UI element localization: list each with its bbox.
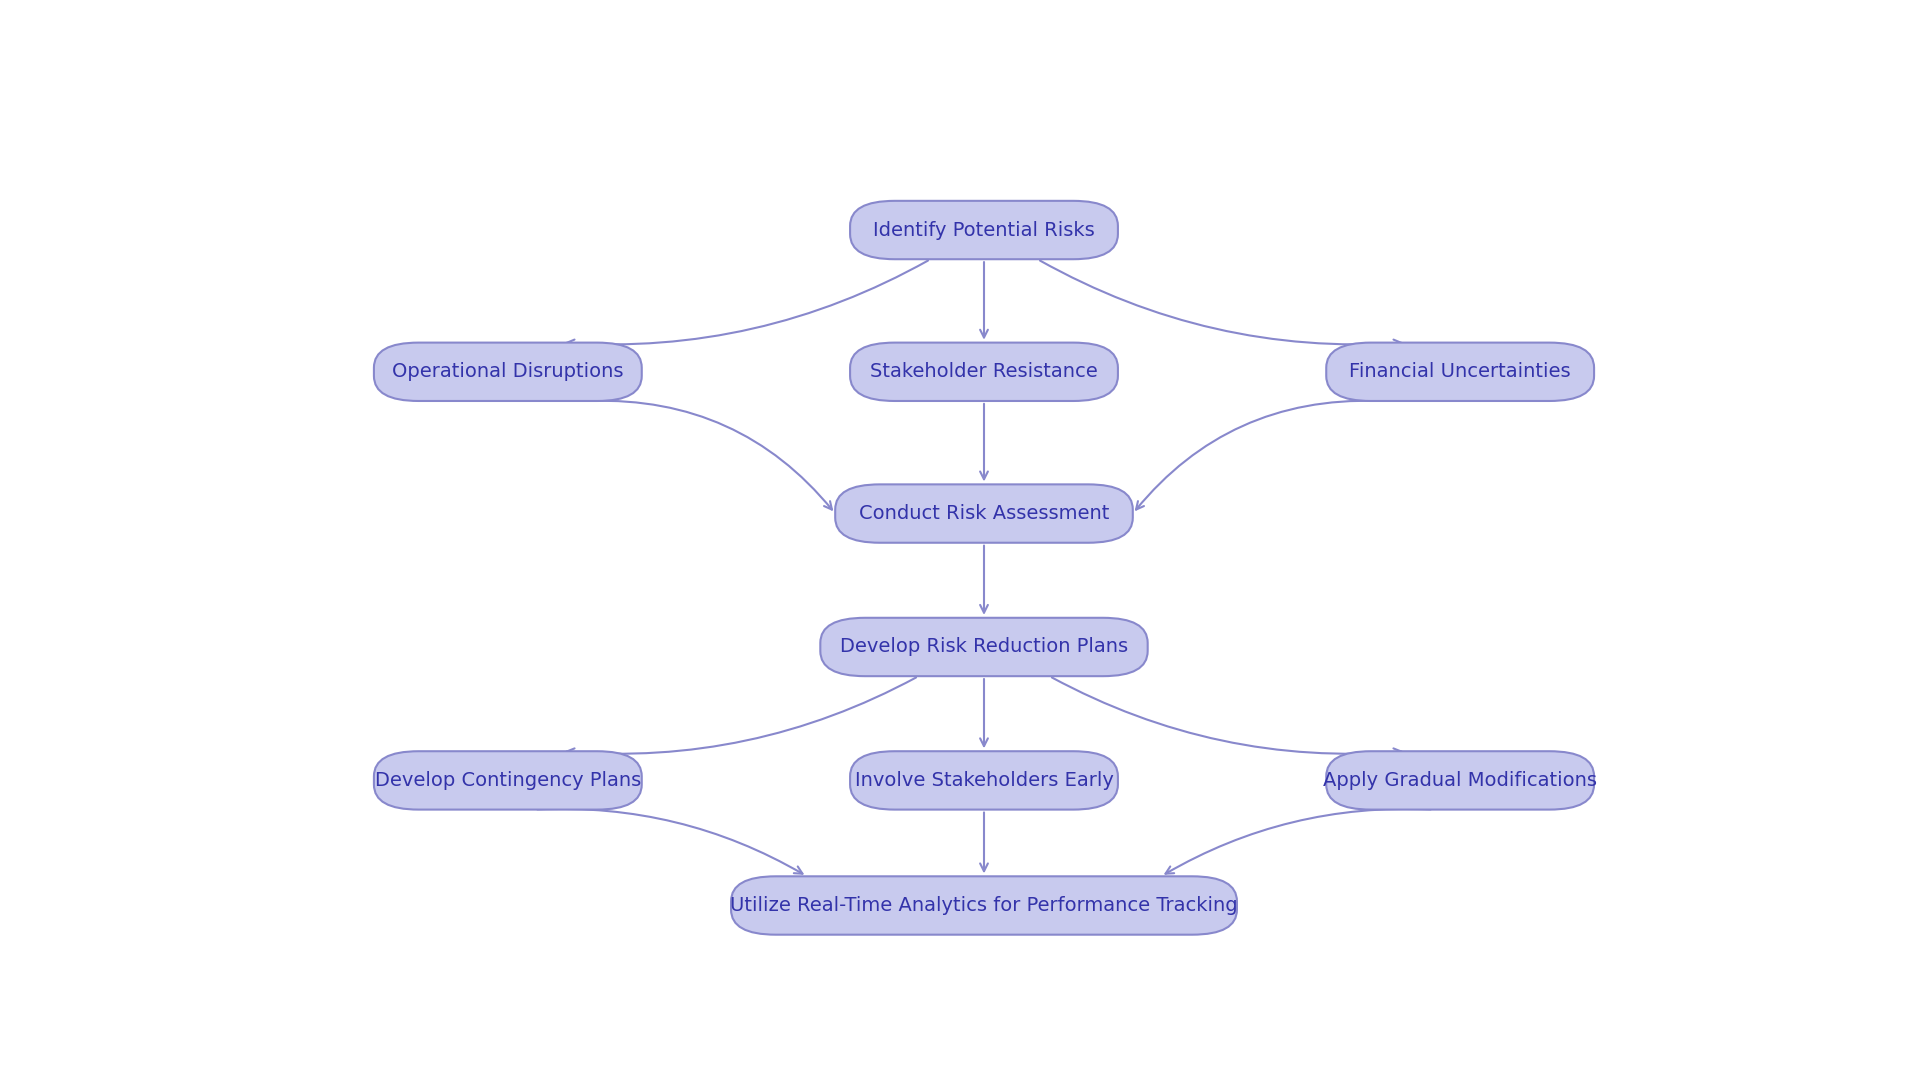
FancyBboxPatch shape: [851, 752, 1117, 810]
FancyBboxPatch shape: [1327, 752, 1594, 810]
FancyBboxPatch shape: [374, 752, 641, 810]
FancyBboxPatch shape: [374, 342, 641, 401]
Text: Develop Risk Reduction Plans: Develop Risk Reduction Plans: [839, 638, 1129, 656]
Text: Identify Potential Risks: Identify Potential Risks: [874, 221, 1094, 239]
Text: Stakeholder Resistance: Stakeholder Resistance: [870, 363, 1098, 381]
FancyBboxPatch shape: [732, 876, 1236, 935]
FancyBboxPatch shape: [851, 200, 1117, 259]
Text: Operational Disruptions: Operational Disruptions: [392, 363, 624, 381]
FancyBboxPatch shape: [1327, 342, 1594, 401]
FancyBboxPatch shape: [835, 484, 1133, 543]
Text: Develop Contingency Plans: Develop Contingency Plans: [374, 771, 641, 790]
Text: Utilize Real-Time Analytics for Performance Tracking: Utilize Real-Time Analytics for Performa…: [730, 896, 1238, 915]
Text: Involve Stakeholders Early: Involve Stakeholders Early: [854, 771, 1114, 790]
Text: Conduct Risk Assessment: Conduct Risk Assessment: [858, 504, 1110, 523]
Text: Financial Uncertainties: Financial Uncertainties: [1350, 363, 1571, 381]
Text: Apply Gradual Modifications: Apply Gradual Modifications: [1323, 771, 1597, 790]
FancyBboxPatch shape: [820, 617, 1148, 676]
FancyBboxPatch shape: [851, 342, 1117, 401]
